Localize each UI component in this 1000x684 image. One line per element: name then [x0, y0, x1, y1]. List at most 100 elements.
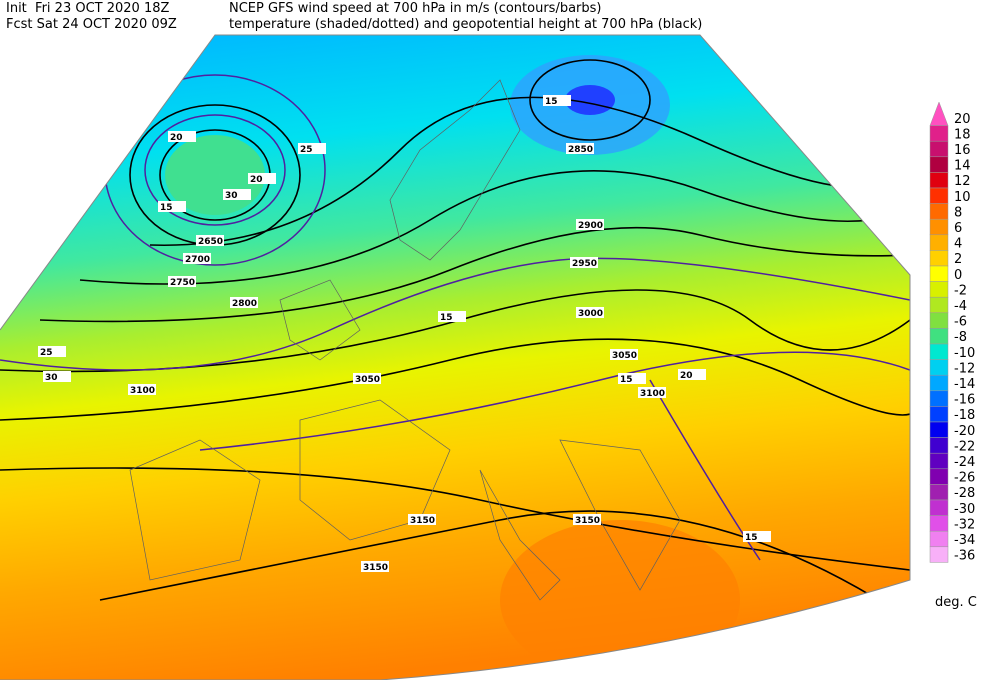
colorbar-label: 16: [954, 143, 971, 158]
colorbar-label: -4: [954, 299, 967, 314]
contour-label-box: [678, 369, 706, 380]
contour-label: 3150: [363, 563, 388, 573]
contour-label-box: [128, 384, 156, 395]
colorbar-label: -30: [954, 502, 975, 517]
contour-label-box: [638, 387, 666, 398]
colorbar-swatch: [929, 374, 949, 392]
colorbar-swatch: [929, 452, 949, 470]
contour-label-box: [743, 531, 771, 542]
contour-label-box: [573, 514, 601, 525]
colorbar-label: -26: [954, 471, 975, 486]
contour-label-box: [298, 143, 326, 154]
colorbar-label: -10: [954, 346, 975, 361]
colorbar-swatch: [929, 437, 949, 454]
header-background: [0, 0, 1000, 34]
colorbar-label: -16: [954, 393, 975, 408]
colorbar-label: 12: [954, 174, 971, 189]
colorbar-label: -20: [954, 424, 975, 439]
contour-label-box: [610, 349, 638, 360]
colorbar-label: 20: [954, 112, 971, 127]
contour-label: 2750: [170, 278, 195, 288]
contour-label: 15: [440, 313, 453, 323]
contour-label-box: [543, 95, 571, 106]
colorbar-swatch: [929, 250, 949, 267]
contour-label: 15: [745, 533, 758, 543]
contour-label: 3100: [640, 389, 665, 399]
colorbar-label: 6: [954, 221, 962, 236]
init-time: Init Fri 23 OCT 2020 18Z: [6, 1, 169, 16]
colorbar-swatch: [929, 281, 949, 298]
colorbar-label: 4: [954, 237, 962, 252]
colorbar-label: -18: [954, 408, 975, 423]
colorbar-swatch: [929, 296, 949, 314]
warm-area: [500, 520, 740, 680]
contour-label: 2650: [198, 237, 223, 247]
contour-label-box: [196, 235, 224, 246]
contour-label-box: [438, 311, 466, 322]
colorbar-swatch: [929, 390, 949, 407]
colorbar-swatch: [929, 156, 949, 173]
colorbar-swatch: [929, 515, 949, 532]
map-border: [0, 34, 911, 681]
contour-label: 3150: [410, 516, 435, 526]
contour-label-box: [248, 173, 276, 184]
colorbar-label: 8: [954, 205, 962, 220]
contour-label: 3050: [355, 375, 380, 385]
contour-label-box: [361, 561, 389, 572]
title: NCEP GFS wind speed at 700 hPa in m/s (c…: [229, 1, 602, 16]
colorbar-swatch: [929, 468, 949, 485]
contour-label: 20: [170, 133, 183, 143]
contour-label-box: [570, 257, 598, 268]
map-area: [0, 35, 910, 680]
colorbar-label: 14: [954, 159, 971, 174]
contour-label-box: [223, 189, 251, 200]
contour-label-box: [353, 373, 381, 384]
colorbar-label: -6: [954, 315, 967, 330]
contour-label: 3050: [612, 351, 637, 361]
colorbar-swatch: [929, 187, 949, 204]
colorbar-swatch: [929, 421, 949, 438]
colorbar-swatch: [929, 234, 949, 251]
contour-label: 15: [160, 203, 173, 213]
contour-label: 3150: [575, 516, 600, 526]
contour-label-box: [168, 131, 196, 142]
colorbar-swatch: [929, 265, 949, 282]
colorbar-swatch: [929, 140, 949, 158]
colorbar-arrow: [929, 101, 949, 126]
contour-label: 20: [680, 371, 693, 381]
contour-label: 15: [620, 375, 633, 385]
contour-label-box: [408, 514, 436, 525]
contour-label: 30: [45, 373, 58, 383]
colorbar-label: -32: [954, 517, 975, 532]
colorbar-label: -28: [954, 486, 975, 501]
colorbar-swatch: [929, 484, 949, 501]
contour-label: 15: [545, 97, 558, 107]
contour-label-box: [576, 307, 604, 318]
contour-label: 3000: [578, 309, 603, 319]
cold-core: [565, 85, 615, 115]
colorbar-label: 2: [954, 252, 962, 267]
colorbar-unit: deg. C: [935, 595, 977, 610]
contour-label-box: [168, 276, 196, 287]
contour-label: 2800: [232, 299, 257, 309]
contour-label: 30: [225, 191, 238, 201]
wind-contours: [0, 74, 910, 561]
colorbar-label: -34: [954, 533, 975, 548]
colorbar-label: 0: [954, 268, 962, 283]
temperature-field: [0, 35, 910, 680]
contour-label-box: [618, 373, 646, 384]
colorbar-swatch: [929, 203, 949, 220]
colorbar-label: -12: [954, 361, 975, 376]
colorbar-label: -22: [954, 439, 975, 454]
contour-label: 2950: [572, 259, 597, 269]
contour-label: 25: [300, 145, 313, 155]
colorbar-swatch: [929, 359, 949, 376]
contour-label: 25: [40, 348, 53, 358]
contour-label-box: [158, 201, 186, 212]
contour-label-box: [183, 253, 211, 264]
colorbar-label: -8: [954, 330, 967, 345]
colorbar-label: -2: [954, 283, 967, 298]
contour-label-box: [576, 219, 604, 230]
colorbar-swatch: [929, 546, 949, 563]
